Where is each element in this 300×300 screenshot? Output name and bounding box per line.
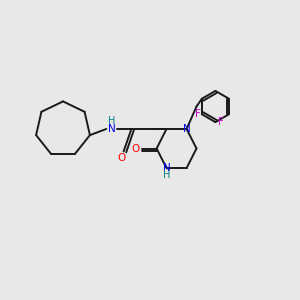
Text: O: O <box>117 153 125 163</box>
Text: O: O <box>131 143 140 154</box>
Text: H: H <box>108 116 115 127</box>
Text: H: H <box>163 170 170 181</box>
Text: F: F <box>218 117 224 127</box>
Text: N: N <box>183 124 190 134</box>
Text: F: F <box>195 109 201 119</box>
Text: N: N <box>108 124 116 134</box>
Text: N: N <box>163 163 170 173</box>
